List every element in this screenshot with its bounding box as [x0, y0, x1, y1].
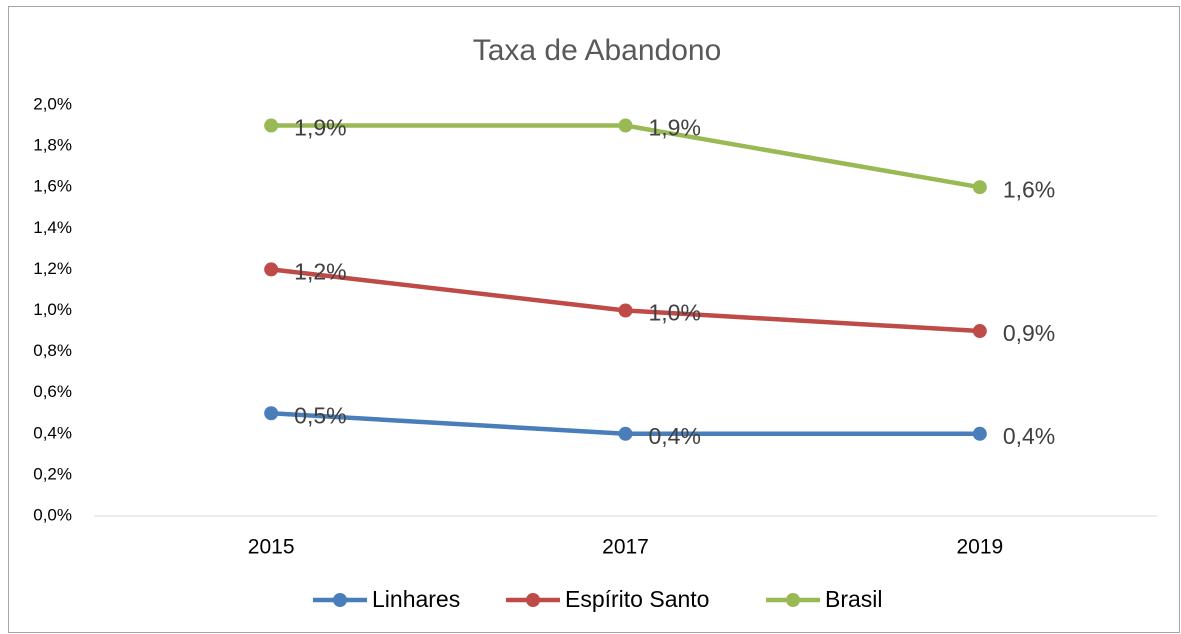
y-tick-label: 1,6%: [33, 177, 72, 196]
x-tick-label: 2017: [602, 536, 649, 559]
y-tick-label: 1,8%: [33, 136, 72, 155]
y-tick-label: 1,2%: [33, 259, 72, 278]
y-tick-label: 0,4%: [33, 423, 72, 442]
data-label: 1,6%: [1003, 176, 1055, 202]
y-tick-label: 0,0%: [33, 505, 72, 524]
data-label: 1,9%: [649, 115, 701, 141]
point: [264, 118, 279, 133]
point: [264, 262, 279, 277]
legend-label: Linhares: [372, 586, 460, 612]
y-tick-label: 2,0%: [33, 94, 72, 113]
y-tick-label: 0,6%: [33, 382, 72, 401]
legend-marker: [333, 593, 347, 607]
data-label: 1,2%: [294, 258, 346, 284]
point: [972, 426, 987, 441]
data-label: 1,0%: [649, 300, 701, 326]
point: [618, 426, 633, 441]
y-tick-label: 1,0%: [33, 300, 72, 319]
y-tick-label: 0,2%: [33, 464, 72, 483]
legend-marker: [786, 593, 800, 607]
y-tick-label: 0,8%: [33, 341, 72, 360]
point: [264, 406, 279, 421]
data-label: 1,9%: [294, 115, 346, 141]
legend-label: Brasil: [825, 586, 883, 612]
point: [972, 324, 987, 339]
chart-title: Taxa de Abandono: [473, 34, 722, 67]
chart-border: [8, 6, 1180, 633]
y-tick-label: 1,4%: [33, 218, 72, 237]
data-label: 0,4%: [1003, 423, 1055, 449]
point: [618, 303, 633, 318]
x-tick-label: 2019: [956, 536, 1003, 559]
point: [972, 180, 987, 195]
data-label: 0,5%: [294, 402, 346, 428]
legend-marker: [526, 593, 540, 607]
x-tick-label: 2015: [248, 536, 295, 559]
data-label: 0,9%: [1003, 320, 1055, 346]
data-label: 0,4%: [649, 423, 701, 449]
legend-label: Espírito Santo: [565, 586, 709, 612]
point: [618, 118, 633, 133]
